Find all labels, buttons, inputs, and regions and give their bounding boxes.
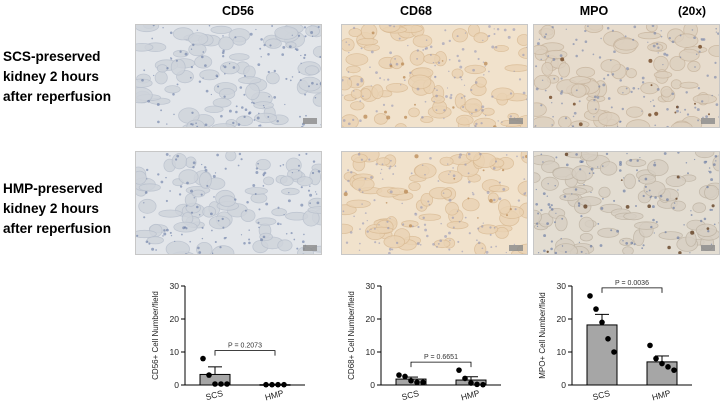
y-axis-label: MPO+ Cell Number/field	[538, 292, 547, 378]
p-value-label: P = 0.6651	[424, 354, 458, 361]
row-label-hmp-line2: kidney 2 hours	[3, 201, 99, 216]
bar-scs	[586, 324, 618, 386]
data-point	[206, 372, 212, 378]
y-axis-label: CD68+ Cell Number/field	[347, 291, 356, 380]
micrograph-texture	[136, 152, 321, 254]
data-point	[224, 381, 230, 387]
micrograph-scs-cd68	[341, 24, 528, 128]
x-tick-label: HMP	[651, 388, 672, 403]
data-point	[456, 367, 462, 373]
data-point	[593, 306, 599, 312]
data-point	[200, 355, 206, 362]
micrograph-texture	[342, 25, 527, 127]
row-label-scs-line2: kidney 2 hours	[3, 69, 99, 84]
y-tick-label: 20	[366, 314, 376, 324]
data-point	[605, 336, 611, 342]
micrograph-texture	[534, 25, 719, 127]
significance-bracket	[214, 350, 276, 356]
data-point	[402, 373, 408, 380]
y-tick-label: 30	[366, 281, 376, 291]
data-point	[396, 372, 402, 378]
data-point	[665, 364, 671, 370]
data-point	[647, 342, 653, 349]
y-tick-label: 30	[557, 281, 567, 291]
row-label-scs: SCS-preserved kidney 2 hours after reper…	[3, 47, 123, 107]
data-point	[408, 377, 414, 384]
row-label-scs-line3: after reperfusion	[3, 89, 112, 104]
x-tick-label: HMP	[460, 388, 481, 403]
micrograph-hmp-mpo	[533, 151, 720, 255]
y-axis-label: CD56+ Cell Number/field	[151, 291, 160, 380]
chart-cd56: CD56+ Cell Number/field 0 10 20 30 SCS HMP P = …	[145, 276, 325, 410]
data-point	[420, 379, 426, 386]
data-point	[474, 381, 480, 388]
micrograph-hmp-cd56	[135, 151, 322, 255]
x-tick-label: SCS	[591, 388, 611, 402]
bar-chart-svg: CD56+ Cell Number/field 0 10 20 30 SCS HMP P = …	[151, 281, 305, 403]
y-tick-label: 10	[557, 347, 567, 357]
y-tick-label: 0	[561, 380, 566, 390]
micrograph-scs-cd56	[135, 24, 322, 128]
x-tick-label: HMP	[264, 388, 285, 403]
row-label-hmp-line3: after reperfusion	[3, 221, 112, 236]
y-tick-label: 20	[170, 314, 180, 324]
data-point	[653, 355, 659, 362]
micrograph-texture	[342, 152, 527, 254]
y-tick-label: 0	[174, 380, 179, 390]
micrograph-scs-mpo	[533, 24, 720, 128]
bar-chart-svg: MPO+ Cell Number/field 0 10 20 30 SCS HMP P = 0…	[538, 280, 692, 403]
p-value-label: P = 0.2073	[228, 343, 262, 350]
micrograph-texture	[136, 25, 321, 127]
data-point	[587, 293, 593, 299]
row-label-scs-line1: SCS-preserved	[3, 49, 101, 64]
y-tick-label: 20	[557, 314, 567, 324]
data-point	[468, 380, 474, 386]
chart-mpo: MPO+ Cell Number/field 0 10 20 30 SCS HMP P = 0…	[532, 276, 712, 410]
micrograph-hmp-cd68	[341, 151, 528, 255]
data-point	[671, 367, 677, 373]
magnification-label: (20x)	[678, 4, 707, 18]
y-tick-label: 10	[366, 347, 376, 357]
x-tick-label: SCS	[204, 388, 224, 402]
data-point	[462, 375, 468, 382]
bar-chart-svg: CD68+ Cell Number/field 0 10 20 30 SCS HMP P = …	[347, 281, 501, 403]
data-point	[659, 360, 665, 367]
y-tick-label: 0	[370, 380, 375, 390]
header-cd68: CD68	[400, 4, 432, 18]
row-label-hmp: HMP-preserved kidney 2 hours after reper…	[3, 179, 123, 239]
data-point	[218, 381, 224, 387]
p-value-label: P = 0.0036	[615, 280, 649, 287]
data-point	[414, 379, 420, 386]
x-tick-label: SCS	[400, 388, 420, 402]
y-tick-label: 10	[170, 347, 180, 357]
micrograph-texture	[534, 152, 719, 254]
significance-bracket	[601, 287, 663, 293]
data-point	[599, 319, 605, 326]
row-label-hmp-line1: HMP-preserved	[3, 181, 103, 196]
chart-cd68: CD68+ Cell Number/field 0 10 20 30 SCS HMP P = …	[341, 276, 521, 410]
significance-bracket	[410, 361, 472, 368]
header-mpo: MPO	[579, 4, 609, 18]
header-cd56: CD56	[222, 4, 254, 18]
data-point	[212, 381, 218, 387]
y-tick-label: 30	[170, 281, 180, 291]
data-point	[611, 349, 617, 355]
